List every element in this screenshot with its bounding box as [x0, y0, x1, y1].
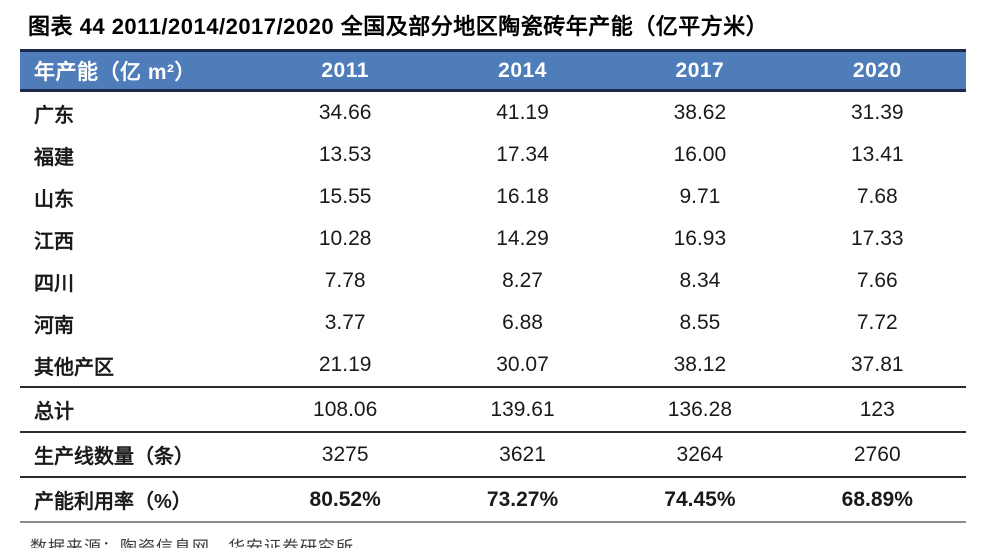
cell-value: 3.77 [324, 311, 366, 334]
cell-value: 21.19 [318, 353, 372, 376]
cell-value: 3621 [433, 431, 612, 477]
region-row: 河南 3.77 6.88 8.55 7.72 [20, 302, 966, 344]
cell-value: 7.68 [856, 185, 898, 208]
cell-value: 15.55 [318, 185, 372, 208]
header-unit-label: 年产能（亿 m²） [20, 49, 257, 92]
row-label: 总计 [20, 386, 257, 432]
summary-row: 生产线数量（条） 3275 3621 3264 2760 [20, 431, 966, 477]
cell-value: 8.27 [502, 269, 543, 292]
cell-value: 38.12 [673, 353, 727, 376]
cell-value: 6.88 [502, 311, 543, 334]
row-label: 四川 [34, 272, 74, 295]
summary-row: 产能利用率（%） 80.52% 73.27% 74.45% 68.89% [20, 476, 966, 523]
cell-value: 41.19 [496, 101, 549, 124]
cell-value: 74.45% [611, 476, 789, 523]
cell-value: 2760 [788, 431, 966, 477]
row-label: 河南 [34, 314, 74, 337]
cell-value: 73.27% [433, 476, 612, 523]
row-label: 山东 [34, 188, 74, 211]
header-year-2020: 2020 [788, 49, 966, 92]
cell-value: 13.41 [851, 143, 904, 166]
cell-value: 30.07 [496, 353, 549, 376]
row-label: 江西 [34, 230, 74, 253]
cell-value: 13.53 [318, 143, 372, 166]
cell-value: 8.34 [679, 269, 721, 292]
cell-value: 123 [788, 386, 966, 432]
cell-value: 16.18 [496, 185, 549, 208]
cell-value: 17.33 [851, 227, 904, 250]
figure-title: 图表 44 2011/2014/2017/2020 全国及部分地区陶瓷砖年产能（… [28, 14, 769, 39]
cell-value: 7.78 [324, 269, 366, 292]
cell-value: 108.06 [256, 386, 434, 432]
row-label: 产能利用率（%） [20, 476, 257, 523]
row-label: 其他产区 [34, 356, 114, 379]
cell-value: 136.28 [611, 386, 789, 432]
cell-value: 3275 [256, 431, 434, 477]
row-label: 广东 [34, 104, 74, 127]
region-row: 福建 13.53 17.34 16.00 13.41 [20, 134, 966, 176]
region-row: 四川 7.78 8.27 8.34 7.66 [20, 260, 966, 302]
table-header-row: 年产能（亿 m²） 2011 2014 2017 2020 [20, 49, 966, 92]
cell-value: 31.39 [851, 101, 904, 124]
cell-value: 139.61 [433, 386, 612, 432]
cell-value: 14.29 [496, 227, 549, 250]
region-row: 广东 34.66 41.19 38.62 31.39 [20, 91, 966, 135]
cell-value: 34.66 [318, 101, 372, 124]
region-row: 其他产区 21.19 30.07 38.12 37.81 [20, 344, 966, 387]
capacity-table: 年产能（亿 m²） 2011 2014 2017 2020 广东 34.66 41.19 38… [20, 49, 966, 523]
row-label: 福建 [34, 146, 74, 169]
cell-value: 68.89% [788, 476, 966, 523]
cell-value: 8.55 [679, 311, 721, 334]
header-year-2014: 2014 [433, 49, 612, 92]
cell-value: 7.66 [856, 269, 898, 292]
cell-value: 38.62 [673, 101, 727, 124]
header-year-2017: 2017 [611, 49, 789, 92]
cell-value: 16.93 [673, 227, 727, 250]
cell-value: 80.52% [256, 476, 434, 523]
cell-value: 3264 [611, 431, 789, 477]
cell-value: 16.00 [673, 143, 727, 166]
header-year-2011: 2011 [256, 49, 434, 92]
cell-value: 7.72 [856, 311, 898, 334]
cell-value: 9.71 [679, 185, 721, 208]
cell-value: 37.81 [851, 353, 904, 376]
data-source: 数据来源：陶瓷信息网，华安证券研究所 [30, 538, 354, 548]
region-row: 山东 15.55 16.18 9.71 7.68 [20, 176, 966, 218]
row-label: 生产线数量（条） [20, 431, 257, 477]
cell-value: 10.28 [318, 227, 372, 250]
cell-value: 17.34 [496, 143, 549, 166]
summary-row: 总计 108.06 139.61 136.28 123 [20, 386, 966, 432]
region-row: 江西 10.28 14.29 16.93 17.33 [20, 218, 966, 260]
